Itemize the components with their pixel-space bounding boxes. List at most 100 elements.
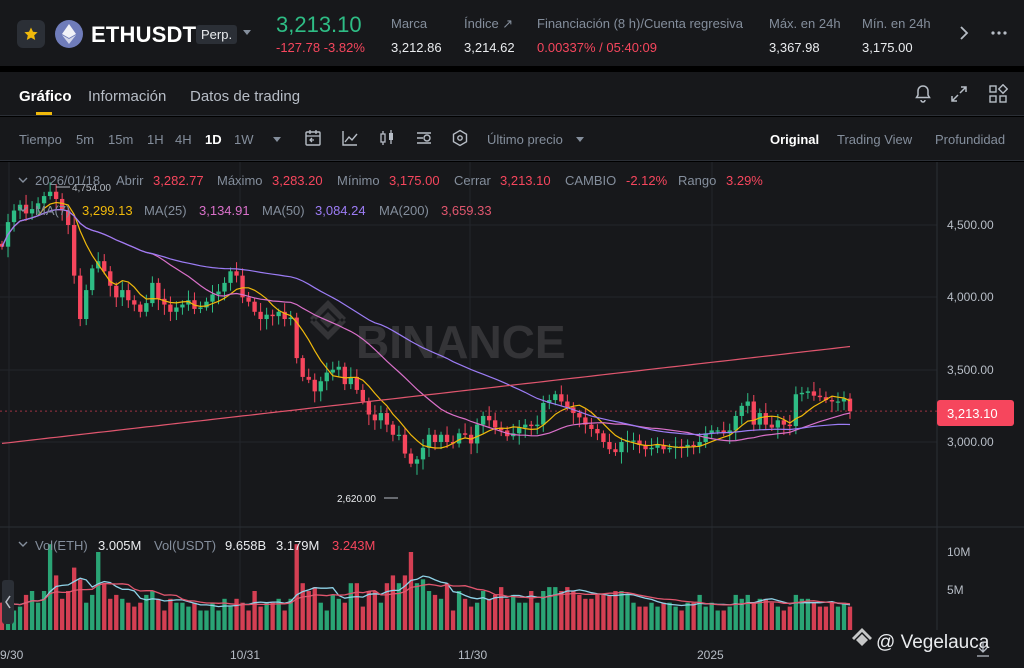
interval-caret-icon[interactable] <box>273 137 281 142</box>
view-depth[interactable]: Profundidad <box>935 132 1006 147</box>
content-tabs: Gráfico Información Datos de trading <box>0 72 1024 116</box>
symbol-name[interactable]: ETHUSDT <box>91 22 197 47</box>
candle <box>102 254 107 275</box>
candle <box>336 360 341 377</box>
volume-bar <box>120 598 125 630</box>
volume-bar <box>372 591 378 630</box>
collapse-icon[interactable] <box>18 206 28 212</box>
tab-trading-data[interactable]: Datos de trading <box>190 88 301 105</box>
volume-bar <box>306 591 311 630</box>
volume-bar <box>745 594 750 630</box>
high-annotation: 4,754.00 <box>56 183 111 194</box>
interval-5m[interactable]: 5m <box>76 132 95 147</box>
interval-1d[interactable]: 1D <box>205 132 222 147</box>
volume-bar <box>78 579 83 630</box>
volume-bar <box>661 602 666 630</box>
collapse-icon[interactable] <box>18 541 28 547</box>
volume-bar <box>793 594 799 630</box>
price-axis[interactable]: 4,500.00 4,000.00 3,500.00 3,000.00 10M … <box>947 218 994 597</box>
ohlc-close: 3,213.10 <box>500 173 551 188</box>
indicator-icon[interactable] <box>341 129 359 152</box>
candle-type-icon[interactable] <box>378 129 396 152</box>
volume-bar <box>402 575 408 630</box>
candle <box>739 402 744 425</box>
download-icon[interactable] <box>977 642 989 657</box>
volume-bar <box>577 594 582 630</box>
candle <box>486 406 492 428</box>
svg-text:CAMBIO: CAMBIO <box>565 173 616 188</box>
volume-bar <box>420 579 426 630</box>
volume-bar <box>426 591 432 630</box>
candle <box>691 441 696 455</box>
stat-value-funding: 0.00337% / 05:40:09 <box>537 40 657 55</box>
volume-bar <box>607 594 612 630</box>
volume-bar <box>132 606 137 630</box>
candle <box>114 282 119 308</box>
candle <box>444 426 450 449</box>
candle <box>180 300 185 315</box>
volume-bar <box>53 575 59 630</box>
candle <box>234 262 239 283</box>
layout-icon[interactable] <box>988 83 1009 109</box>
volume-bar <box>29 591 35 630</box>
volume-bar <box>535 602 540 630</box>
view-tradingview[interactable]: Trading View <box>837 132 913 147</box>
candlestick-chart[interactable]: BINANCE 4,754.00 2,620.00 4,500.00 4,000… <box>0 162 1024 668</box>
last-price: 3,213.10 <box>276 12 362 37</box>
stat-label-funding: Financiación (8 h)/Cuenta regresiva <box>537 16 743 31</box>
candle <box>132 295 137 312</box>
volume-bar <box>240 602 245 630</box>
expand-icon[interactable] <box>950 84 968 109</box>
collapse-icon[interactable] <box>18 177 28 183</box>
volume-bar <box>210 602 215 630</box>
y-tick: 4,000.00 <box>947 290 994 304</box>
volume-bar <box>715 610 720 630</box>
stat-label-low24: Mín. en 24h <box>862 16 931 31</box>
more-icon[interactable] <box>990 24 1008 47</box>
volume-bar <box>613 591 618 630</box>
interval-15m[interactable]: 15m <box>108 132 134 147</box>
svg-text:MA(50): MA(50) <box>262 203 305 218</box>
chevron-down-icon[interactable] <box>243 30 251 35</box>
bell-icon[interactable] <box>914 84 932 109</box>
settings-icon[interactable] <box>415 129 433 152</box>
candle <box>192 292 197 315</box>
svg-text:MA(7): MA(7) <box>35 203 70 218</box>
volume-bar <box>276 598 281 630</box>
volume-bar <box>679 610 684 630</box>
volume-bar <box>72 567 77 630</box>
view-original[interactable]: Original <box>770 132 820 147</box>
candle <box>53 184 59 211</box>
volume-bar <box>499 587 504 630</box>
chart-grid <box>0 162 937 630</box>
candle <box>318 376 323 402</box>
price-chart-panel[interactable]: BINANCE 4,754.00 2,620.00 4,500.00 4,000… <box>0 162 1024 668</box>
favorite-button[interactable] <box>17 20 45 48</box>
vol-ma2-value: 3.243M <box>332 538 375 553</box>
stat-label-index[interactable]: Índice ↗ <box>464 16 514 31</box>
tab-info[interactable]: Información <box>88 88 167 105</box>
chevron-right-icon[interactable] <box>956 24 972 47</box>
x-tick: 9/30 <box>0 648 24 662</box>
time-axis[interactable]: 9/30 10/31 11/30 2025 <box>0 648 724 662</box>
scroll-handle[interactable] <box>2 580 14 624</box>
price-type-caret-icon[interactable] <box>576 137 584 142</box>
volume-bar <box>270 602 275 630</box>
candle <box>354 369 360 394</box>
candle <box>529 420 534 436</box>
tab-chart[interactable]: Gráfico <box>19 88 72 105</box>
candle <box>426 427 432 457</box>
author-credit: @ Vegelauca <box>852 628 990 653</box>
stat-label-high24: Máx. en 24h <box>769 16 841 31</box>
calendar-icon[interactable] <box>304 129 322 152</box>
ma200-value: 3,659.33 <box>441 203 492 218</box>
interval-1h[interactable]: 1H <box>147 132 164 147</box>
price-type-select[interactable]: Último precio <box>487 132 563 147</box>
hexagon-icon[interactable] <box>451 129 469 152</box>
interval-4h[interactable]: 4H <box>175 132 192 147</box>
volume-bar <box>360 606 366 630</box>
volume-bar <box>300 583 305 630</box>
volume-ma-short <box>1 575 851 608</box>
candle <box>408 448 414 468</box>
interval-1w[interactable]: 1W <box>234 132 254 147</box>
